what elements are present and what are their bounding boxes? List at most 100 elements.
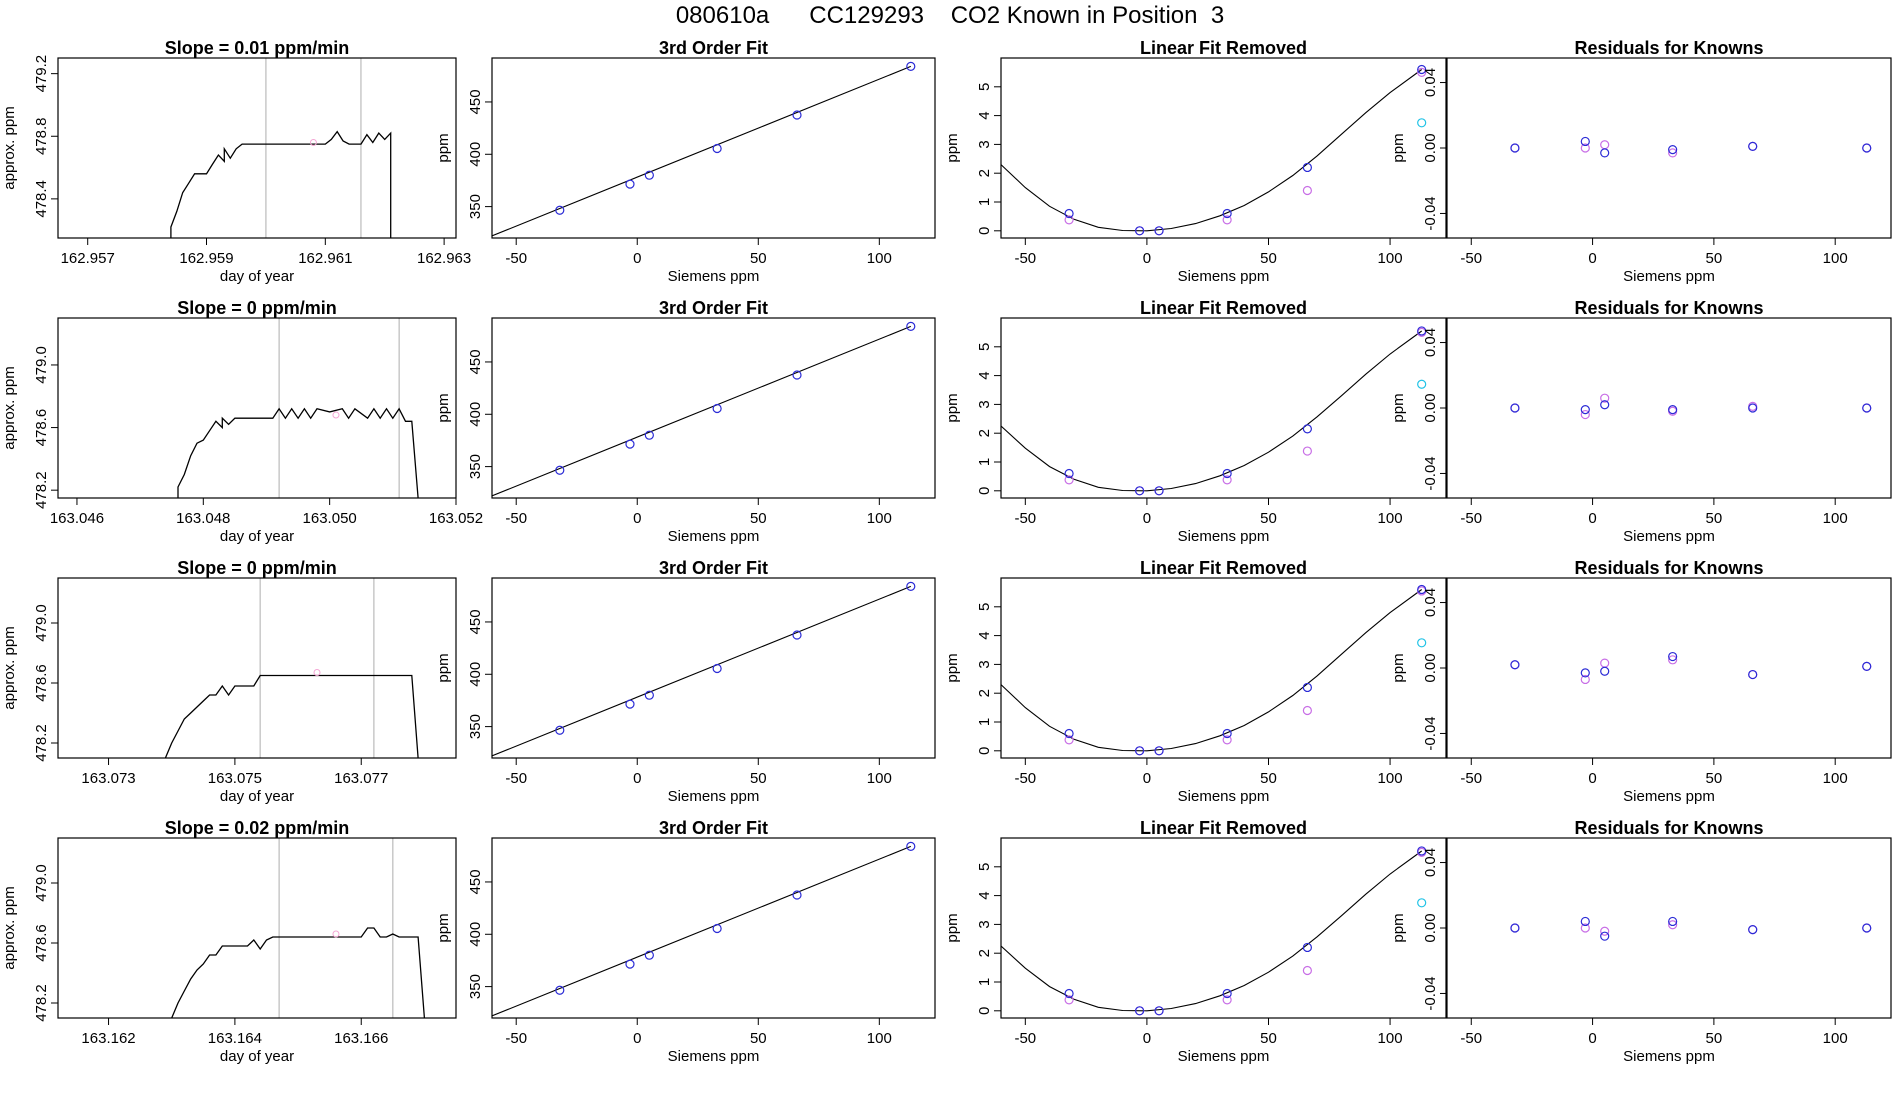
data-point-blue <box>1064 988 1074 999</box>
data-point-blue <box>1154 486 1164 496</box>
trace-line <box>170 130 392 238</box>
panel-r1-c0: Slope = 0 ppm/min 163.046 163.048 163.050 16… <box>1 298 483 545</box>
data-point-cyan <box>1417 118 1427 128</box>
data-point-blue <box>1510 923 1520 933</box>
panel-r3-c1: 3rd Order Fit -50 0 50 100 350 400 450 Siemens p… <box>435 818 936 1065</box>
plot-frame <box>491 577 936 759</box>
panel-plot-area <box>1510 136 1872 158</box>
x-tick-label: 162.961 <box>298 250 352 267</box>
panel-title: 3rd Order Fit <box>659 298 768 318</box>
data-point-blue <box>1417 326 1427 336</box>
data-point-magenta <box>1302 185 1312 196</box>
data-point-blue <box>1580 136 1590 147</box>
x-tick-label: 50 <box>1260 770 1277 787</box>
x-tick-label: 50 <box>1706 1030 1723 1047</box>
x-tick-label: -50 <box>1460 770 1482 787</box>
y-tick-label: 400 <box>467 142 484 167</box>
trace-line <box>164 674 419 758</box>
x-tick-label: 0 <box>1588 510 1596 527</box>
data-point-blue <box>1600 666 1610 676</box>
data-point-magenta <box>1064 735 1074 745</box>
x-axis-label: Siemens ppm <box>1623 268 1715 285</box>
data-point-blue <box>1222 988 1232 999</box>
data-point <box>555 205 565 215</box>
x-axis-label: day of year <box>220 1048 294 1065</box>
x-axis-label: Siemens ppm <box>668 1048 760 1065</box>
y-tick-label: 450 <box>467 89 484 114</box>
x-tick-label: 100 <box>867 1030 892 1047</box>
panel-plot-area <box>1510 916 1872 941</box>
y-tick-label: 479.0 <box>33 604 50 642</box>
y-tick-label: 400 <box>467 922 484 947</box>
data-point-blue <box>1748 669 1758 680</box>
data-point <box>792 110 802 120</box>
x-tick-label: 50 <box>1706 250 1723 267</box>
data-point-blue <box>1302 162 1312 173</box>
y-tick-label: 5 <box>976 343 993 351</box>
y-tick-label: 2 <box>976 689 993 697</box>
y-axis-label: approx. ppm <box>1 366 18 449</box>
y-axis-label: ppm <box>1390 393 1407 422</box>
data-point <box>712 663 722 674</box>
data-point-magenta <box>1417 67 1427 78</box>
data-point-magenta <box>1580 143 1590 153</box>
panel-title: Residuals for Knowns <box>1574 818 1763 838</box>
fit-curve <box>1001 69 1423 232</box>
x-tick-label: 50 <box>750 1030 767 1047</box>
y-tick-label: 350 <box>467 454 484 479</box>
x-tick-label: 100 <box>1823 250 1848 267</box>
x-tick-label: 100 <box>1823 770 1848 787</box>
y-tick-label: 478.6 <box>33 924 50 962</box>
data-point-blue <box>1135 486 1145 496</box>
y-tick-label: 2 <box>976 429 993 437</box>
data-point-blue <box>1862 143 1872 153</box>
y-tick-label: 0.04 <box>1422 588 1439 617</box>
x-tick-label: -50 <box>505 250 527 267</box>
x-tick-label: 0 <box>1143 510 1151 527</box>
plot-frame <box>57 577 457 759</box>
x-axis-label: Siemens ppm <box>1178 268 1270 285</box>
data-point-blue <box>1600 148 1610 158</box>
x-tick-label: -50 <box>1460 250 1482 267</box>
x-axis-label: Siemens ppm <box>1623 528 1715 545</box>
x-tick-label: -50 <box>1460 510 1482 527</box>
x-axis-label: Siemens ppm <box>1178 788 1270 805</box>
panel-r2-c3: Residuals for Knowns -50 0 50 100 -0.04 0.00 0.… <box>1390 558 1892 805</box>
data-point-blue <box>1748 925 1758 935</box>
data-point-cyan <box>1417 898 1427 908</box>
data-point-blue <box>1417 584 1427 595</box>
panel-title: Residuals for Knowns <box>1574 38 1763 58</box>
y-tick-label: 1 <box>976 198 993 206</box>
data-point-magenta <box>1580 923 1590 933</box>
panel-r1-c3: Residuals for Knowns -50 0 50 100 -0.04 0.00 0.… <box>1390 298 1892 545</box>
data-point-blue <box>1668 651 1678 662</box>
panel-plot-area <box>1001 846 1427 1016</box>
x-tick-label: 100 <box>1823 510 1848 527</box>
data-point-magenta <box>1064 475 1074 485</box>
x-tick-label: 50 <box>1260 1030 1277 1047</box>
data-point-magenta <box>1064 995 1074 1005</box>
x-tick-label: 162.963 <box>417 250 471 267</box>
figure-title: 080610a CC129293 CO2 Known in Position 3 <box>675 2 1225 29</box>
y-tick-label: 0.04 <box>1422 328 1439 357</box>
x-axis-label: Siemens ppm <box>1178 528 1270 545</box>
x-tick-label: 0 <box>1143 770 1151 787</box>
data-point <box>555 465 565 475</box>
data-point-magenta <box>1222 475 1232 485</box>
data-point <box>792 890 802 900</box>
panel-title: Slope = 0.02 ppm/min <box>165 818 350 838</box>
x-tick-label: 100 <box>1378 510 1403 527</box>
x-tick-label: 0 <box>1143 1030 1151 1047</box>
y-tick-label: 478.6 <box>33 664 50 702</box>
fit-line <box>492 585 912 757</box>
x-tick-label: -50 <box>505 510 527 527</box>
mean-marker <box>332 411 340 419</box>
y-tick-label: 0.00 <box>1422 653 1439 682</box>
data-point-magenta <box>1580 409 1590 420</box>
panel-title: Linear Fit Removed <box>1140 298 1307 318</box>
y-tick-label: 0.04 <box>1422 68 1439 97</box>
y-axis-label: ppm <box>944 913 961 942</box>
y-axis-label: ppm <box>435 133 452 162</box>
data-point-blue <box>1748 403 1758 413</box>
